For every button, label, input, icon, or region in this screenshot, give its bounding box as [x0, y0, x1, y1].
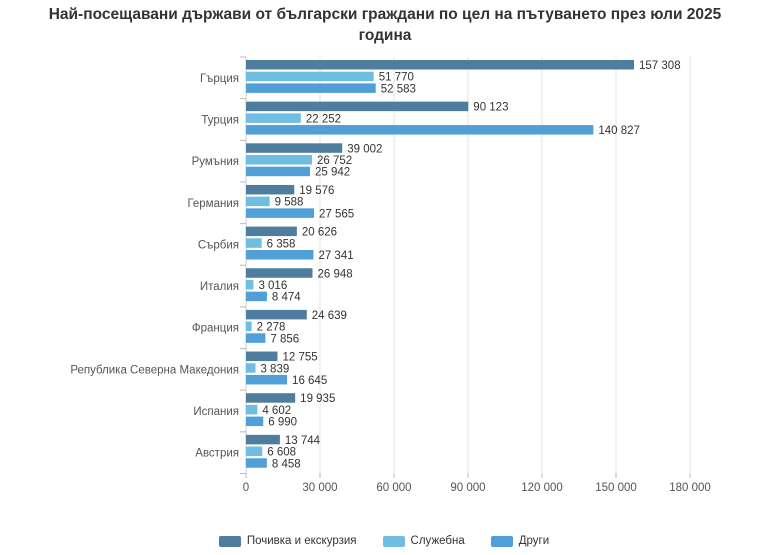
- data-label: 25 942: [315, 167, 350, 179]
- x-tick-label: 120 000: [521, 482, 563, 494]
- data-label: 27 565: [319, 208, 354, 220]
- data-label: 140 827: [598, 125, 640, 137]
- data-label: 19 935: [300, 393, 335, 405]
- data-label: 22 252: [306, 113, 341, 125]
- bar: [246, 226, 297, 237]
- bar: [246, 60, 635, 70]
- data-label: 39 002: [347, 143, 382, 155]
- data-label: 27 341: [318, 250, 353, 262]
- bar: [246, 83, 376, 93]
- data-label: 2 278: [257, 322, 286, 334]
- bar: [246, 71, 374, 82]
- data-label: 4 602: [262, 405, 291, 417]
- data-label: 8 458: [272, 458, 301, 470]
- data-label: 26 752: [317, 155, 352, 167]
- x-tick-label: 30 000: [302, 482, 337, 494]
- bar: [246, 434, 280, 445]
- bar: [246, 404, 258, 415]
- bar: [246, 196, 270, 207]
- legend-swatch: [382, 535, 405, 547]
- bar: [246, 125, 594, 135]
- category-label: Франция: [192, 323, 239, 335]
- category-label: Сърбия: [198, 239, 239, 251]
- bar: [246, 101, 469, 112]
- bar: [246, 333, 266, 343]
- category-label: Италия: [200, 281, 239, 293]
- bar: [246, 351, 278, 362]
- legend-label: Други: [518, 535, 550, 547]
- bar: [246, 166, 310, 177]
- category-label: Република Северна Македония: [70, 364, 239, 376]
- x-tick-label: 60 000: [376, 482, 411, 494]
- chart-title: Най-посещавани държави от български граж…: [48, 6, 722, 44]
- bar: [246, 291, 267, 302]
- data-label: 16 645: [292, 375, 327, 387]
- data-label: 13 744: [285, 435, 321, 447]
- data-label: 19 576: [299, 185, 334, 197]
- bar: [246, 279, 254, 290]
- category-label: Австрия: [195, 448, 239, 460]
- bar: [246, 446, 263, 457]
- chart-plot: Гърция Турция Румъния Германия Сърбия Италия Ф…: [70, 56, 711, 494]
- bar: [246, 321, 252, 332]
- category-label: Испания: [193, 406, 239, 418]
- legend-label: Почивка и екскурзия: [246, 535, 357, 547]
- legend-item[interactable]: Други: [490, 535, 550, 547]
- bar: [246, 155, 312, 165]
- data-label: 157 308: [639, 60, 681, 72]
- category-label: Турция: [201, 114, 239, 126]
- legend-item[interactable]: Служебна: [382, 535, 465, 547]
- data-label: 12 755: [282, 352, 317, 364]
- bar: [246, 416, 264, 427]
- legend-swatch: [218, 535, 241, 547]
- data-label: 26 948: [317, 268, 352, 280]
- x-tick-label: 0: [243, 482, 249, 494]
- category-label: Гърция: [200, 73, 239, 85]
- bar: [246, 208, 314, 218]
- data-label: 7 856: [270, 333, 299, 345]
- bar: [246, 458, 267, 468]
- data-label: 20 626: [302, 227, 337, 239]
- category-label: Румъния: [192, 156, 239, 168]
- bar: [246, 309, 307, 320]
- bar: [246, 113, 301, 123]
- bar: [246, 393, 296, 403]
- x-tick-label: 150 000: [595, 482, 637, 494]
- data-label: 52 583: [381, 83, 416, 95]
- data-label: 6 608: [267, 447, 296, 459]
- x-tick-label: 90 000: [450, 482, 485, 494]
- legend: Почивка и екскурзия Служебна Други: [0, 535, 768, 547]
- bar: [246, 363, 256, 373]
- data-label: 51 770: [379, 72, 414, 84]
- legend-label: Служебна: [410, 535, 465, 547]
- data-label: 6 990: [268, 417, 297, 429]
- data-label: 6 358: [267, 238, 296, 250]
- bar: [246, 250, 314, 260]
- legend-item[interactable]: Почивка и екскурзия: [218, 535, 357, 547]
- data-label: 24 639: [312, 310, 347, 322]
- bar: [246, 268, 313, 278]
- data-label: 3 016: [258, 280, 287, 292]
- data-label: 90 123: [473, 102, 508, 114]
- data-label: 8 474: [272, 292, 301, 304]
- x-tick-label: 180 000: [669, 482, 711, 494]
- bar: [246, 184, 295, 195]
- bar: [246, 238, 262, 248]
- bar: [246, 143, 343, 153]
- data-label: 3 839: [260, 363, 289, 375]
- bar: [246, 374, 288, 385]
- legend-swatch: [490, 535, 513, 547]
- data-label: 9 588: [275, 197, 304, 209]
- category-label: Германия: [187, 198, 239, 210]
